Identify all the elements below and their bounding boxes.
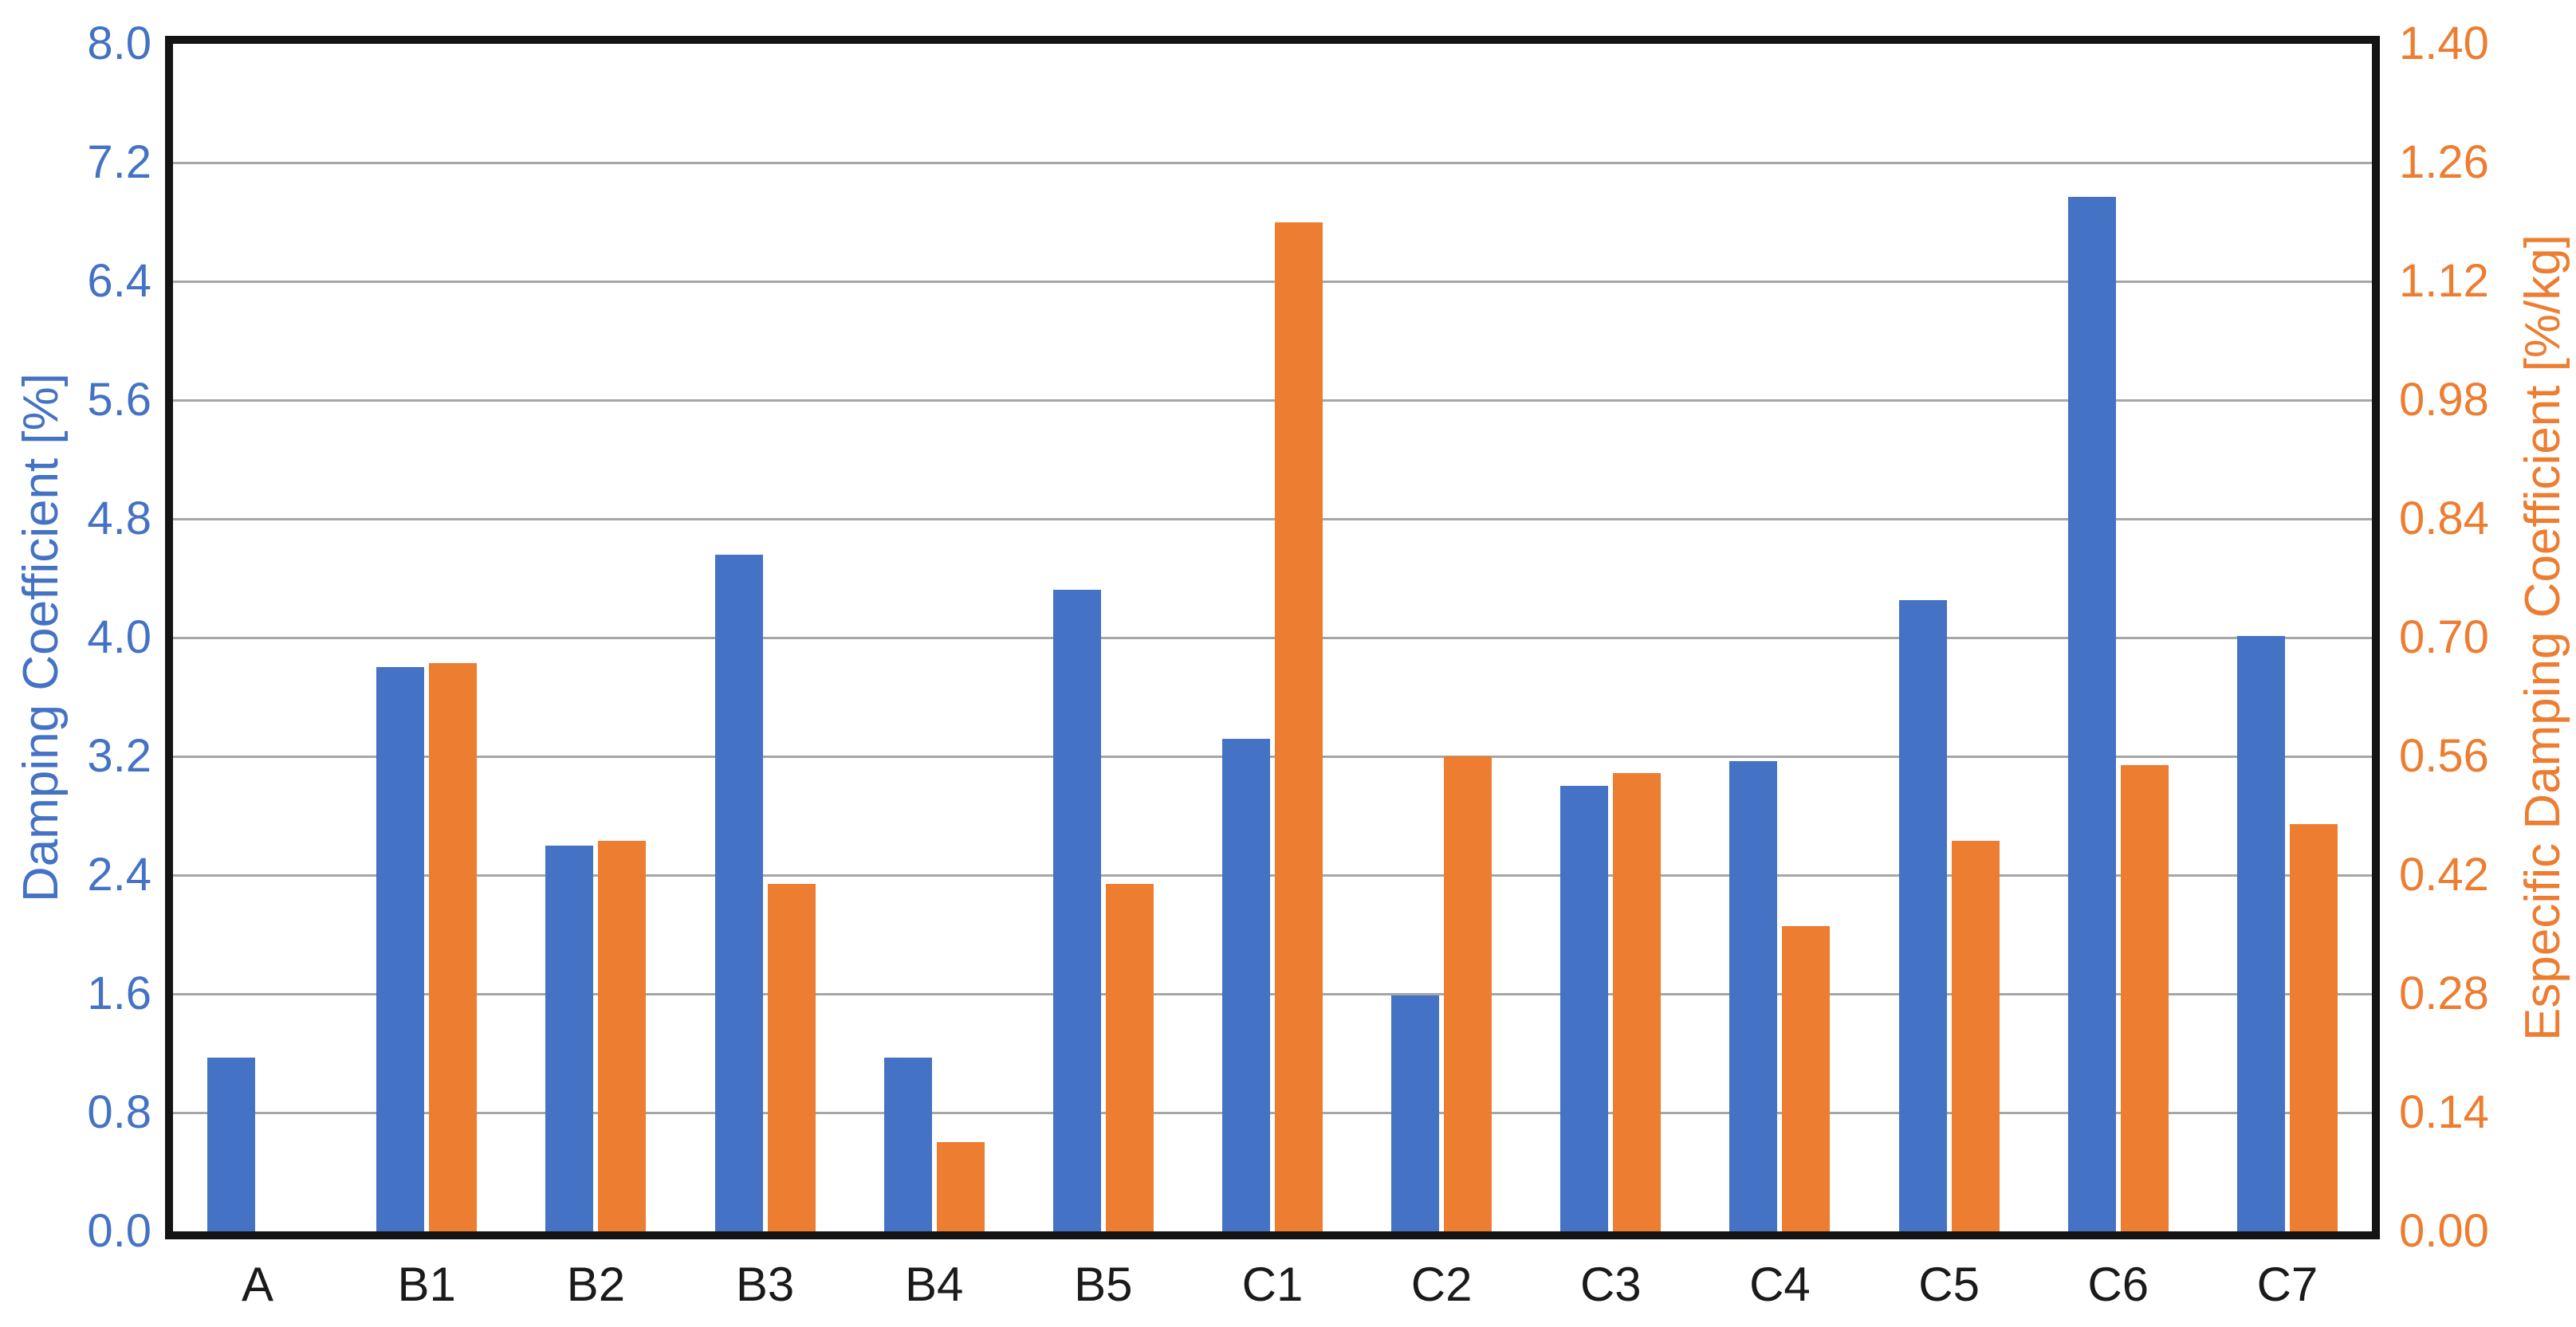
right-axis-tick: 1.12 <box>2399 255 2489 307</box>
left-axis-tick: 5.6 <box>87 374 151 426</box>
bar-especific-damping-coefficient <box>2289 824 2338 1231</box>
gridline <box>173 874 2372 877</box>
bar-especific-damping-coefficient <box>598 841 647 1231</box>
bar-especific-damping-coefficient <box>767 883 816 1231</box>
x-axis-label: B4 <box>904 1258 964 1311</box>
bar-damping-coefficient <box>2067 196 2116 1231</box>
bar-especific-damping-coefficient <box>1951 841 2000 1231</box>
left-axis-tick: 0.0 <box>87 1205 151 1257</box>
bar-damping-coefficient <box>883 1058 932 1231</box>
bar-damping-coefficient <box>1052 590 1101 1231</box>
bar-damping-coefficient <box>1729 760 1778 1231</box>
x-axis-label: C2 <box>1410 1258 1473 1311</box>
x-axis-label: B3 <box>735 1258 795 1311</box>
bar-damping-coefficient <box>1222 738 1270 1231</box>
right-axis-tick: 0.28 <box>2399 968 2489 1019</box>
right-axis-tick: 0.42 <box>2399 849 2489 901</box>
bar-damping-coefficient <box>545 845 594 1231</box>
bar-damping-coefficient <box>1560 786 1609 1231</box>
gridline <box>173 1111 2372 1114</box>
gridline <box>173 636 2372 639</box>
x-axis-label: B2 <box>566 1258 626 1311</box>
right-axis-tick: 0.00 <box>2399 1205 2489 1257</box>
bar-damping-coefficient <box>2236 636 2285 1231</box>
right-axis-tick: 0.14 <box>2399 1086 2489 1138</box>
left-axis-tick: 8.0 <box>87 18 151 69</box>
gridline <box>173 992 2372 995</box>
x-axis-label: B1 <box>397 1258 456 1311</box>
plot-area <box>165 36 2380 1239</box>
left-axis-tick: 1.6 <box>87 968 151 1019</box>
right-axis-tick: 0.84 <box>2399 493 2489 544</box>
gridline <box>173 280 2372 283</box>
right-axis-title: Especific Damping Coefficient [%/kg] <box>2515 234 2570 1041</box>
left-axis-tick: 6.4 <box>87 255 151 307</box>
gridline <box>173 161 2372 164</box>
bar-especific-damping-coefficient <box>1782 925 1831 1231</box>
bar-especific-damping-coefficient <box>1105 883 1154 1231</box>
left-axis-tick: 3.2 <box>87 730 151 782</box>
bar-damping-coefficient <box>376 667 425 1231</box>
x-axis-label: C7 <box>2256 1258 2318 1311</box>
bar-damping-coefficient <box>207 1058 256 1231</box>
plot-inner <box>173 44 2372 1231</box>
left-axis-tick: 7.2 <box>87 136 151 188</box>
right-axis-tick: 1.40 <box>2399 18 2489 69</box>
bar-especific-damping-coefficient <box>1444 756 1493 1231</box>
bar-especific-damping-coefficient <box>2120 764 2169 1231</box>
right-axis-tick: 0.70 <box>2399 611 2489 663</box>
x-axis-label: C6 <box>2087 1258 2149 1311</box>
bar-especific-damping-coefficient <box>936 1142 985 1231</box>
left-axis-tick: 2.4 <box>87 849 151 901</box>
gridline <box>173 398 2372 402</box>
right-axis-tick: 0.98 <box>2399 374 2489 426</box>
left-axis-tick: 0.8 <box>87 1086 151 1138</box>
gridline <box>173 517 2372 520</box>
right-axis-tick: 1.26 <box>2399 136 2489 188</box>
x-axis-label: C1 <box>1241 1258 1304 1311</box>
left-axis-tick: 4.0 <box>87 611 151 663</box>
bar-especific-damping-coefficient <box>429 662 478 1231</box>
bar-damping-coefficient <box>1391 995 1440 1231</box>
bar-damping-coefficient <box>714 554 763 1231</box>
x-axis-label: C5 <box>1918 1258 1980 1311</box>
bar-especific-damping-coefficient <box>1613 773 1662 1231</box>
x-axis-label: B5 <box>1074 1258 1133 1311</box>
gridline <box>173 755 2372 758</box>
x-axis-label: C3 <box>1579 1258 1642 1311</box>
left-axis-tick: 4.8 <box>87 493 151 544</box>
x-axis-label: C4 <box>1749 1258 1811 1311</box>
right-axis-tick: 0.56 <box>2399 730 2489 782</box>
bar-damping-coefficient <box>1898 600 1947 1231</box>
bar-especific-damping-coefficient <box>1275 222 1323 1231</box>
x-axis-label: A <box>242 1258 274 1311</box>
